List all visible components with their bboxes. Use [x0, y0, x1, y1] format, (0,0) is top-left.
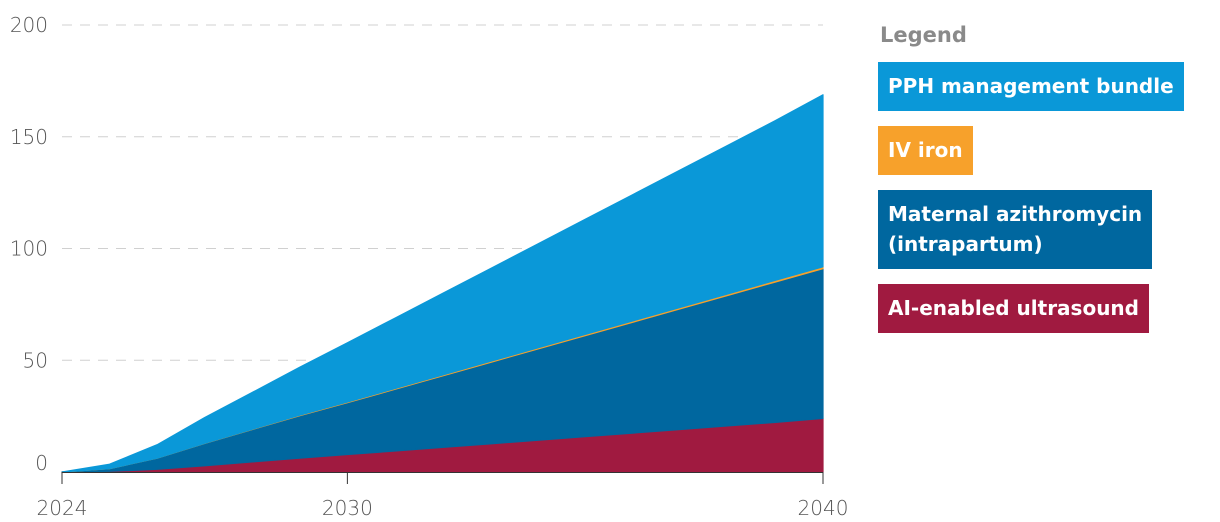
areas — [61, 94, 824, 473]
area-pph-management-bundle — [61, 94, 824, 473]
legend-title: Legend — [880, 23, 967, 47]
x-tick-label: 2030 — [322, 496, 373, 520]
y-tick-label: 50 — [23, 348, 48, 372]
x-tick-label: 2024 — [37, 496, 88, 520]
legend-item-pph-management-bundle: PPH management bundle — [878, 62, 1184, 111]
y-tick-label: 100 — [10, 237, 48, 261]
legend-item-maternal-azithromycin-intrapartum: Maternal azithromycin (intrapartum) — [878, 190, 1153, 269]
legend-item-ai-enabled-ultrasound: AI-enabled ultrasound — [878, 284, 1149, 333]
y-tick-label: 0 — [35, 451, 48, 475]
y-tick-label: 150 — [10, 125, 48, 149]
axes: 0 50 100 150 200 2024 2030 2040 — [10, 13, 849, 520]
legend-items: PPH management bundle IV iron Maternal azi… — [878, 62, 1184, 348]
stacked-area-chart: 0 50 100 150 200 2024 2030 2040 — [10, 13, 849, 520]
legend: Legend PPH management bundle IV iron Mater… — [878, 20, 1184, 348]
x-tick-label: 2040 — [798, 496, 849, 520]
y-tick-label: 200 — [10, 13, 48, 37]
legend-item-iv-iron: IV iron — [878, 126, 973, 175]
